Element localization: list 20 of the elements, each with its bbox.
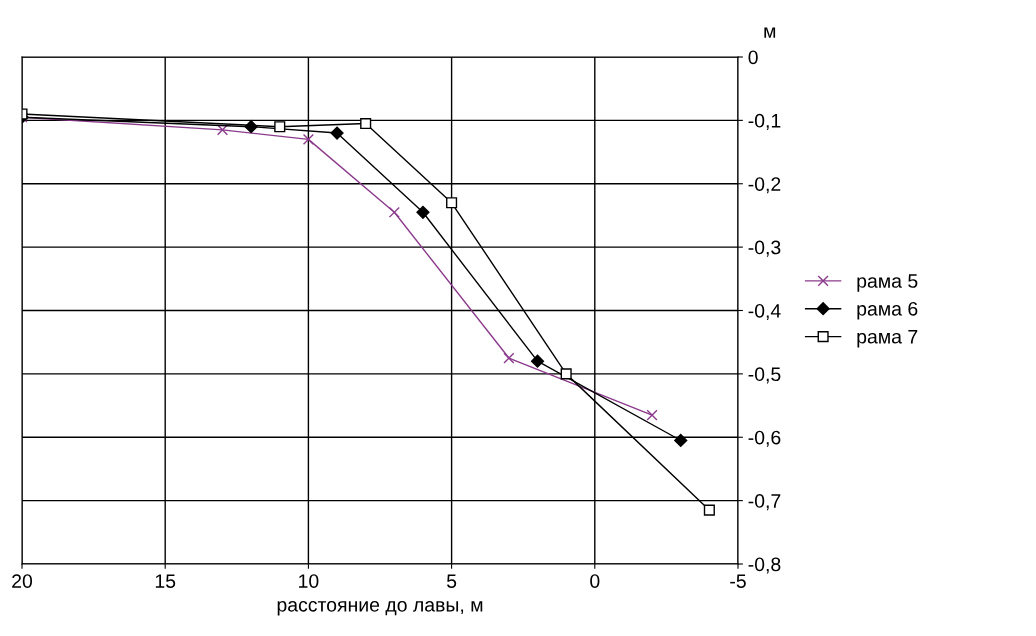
x-tick-label: 5 <box>446 574 457 588</box>
y-axis-title: м <box>764 27 776 38</box>
legend-label: рама 5 <box>857 274 918 292</box>
x-tick-label: 10 <box>299 574 319 588</box>
y-tick-label: -0,4 <box>748 303 781 321</box>
y-tick-label: 0 <box>748 50 758 65</box>
x-tick-label: 15 <box>155 574 176 588</box>
y-tick-label: -0,6 <box>748 430 781 447</box>
legend-label: рама 6 <box>857 301 918 320</box>
y-tick-label: -0,8 <box>748 557 781 574</box>
y-tick-label: -0,2 <box>748 177 781 194</box>
x-axis-title: расстояние до лавы, м <box>277 601 483 616</box>
x-tick-label: 20 <box>12 574 33 588</box>
legend-label: рама 7 <box>857 330 918 348</box>
y-tick-label: -0,3 <box>748 240 781 257</box>
y-tick-label: -0,5 <box>748 367 781 384</box>
y-tick-label: -0,7 <box>748 494 781 511</box>
x-tick-label: -5 <box>730 574 746 588</box>
y-tick-label: -0,1 <box>748 113 781 130</box>
x-tick-label: 0 <box>590 574 600 588</box>
